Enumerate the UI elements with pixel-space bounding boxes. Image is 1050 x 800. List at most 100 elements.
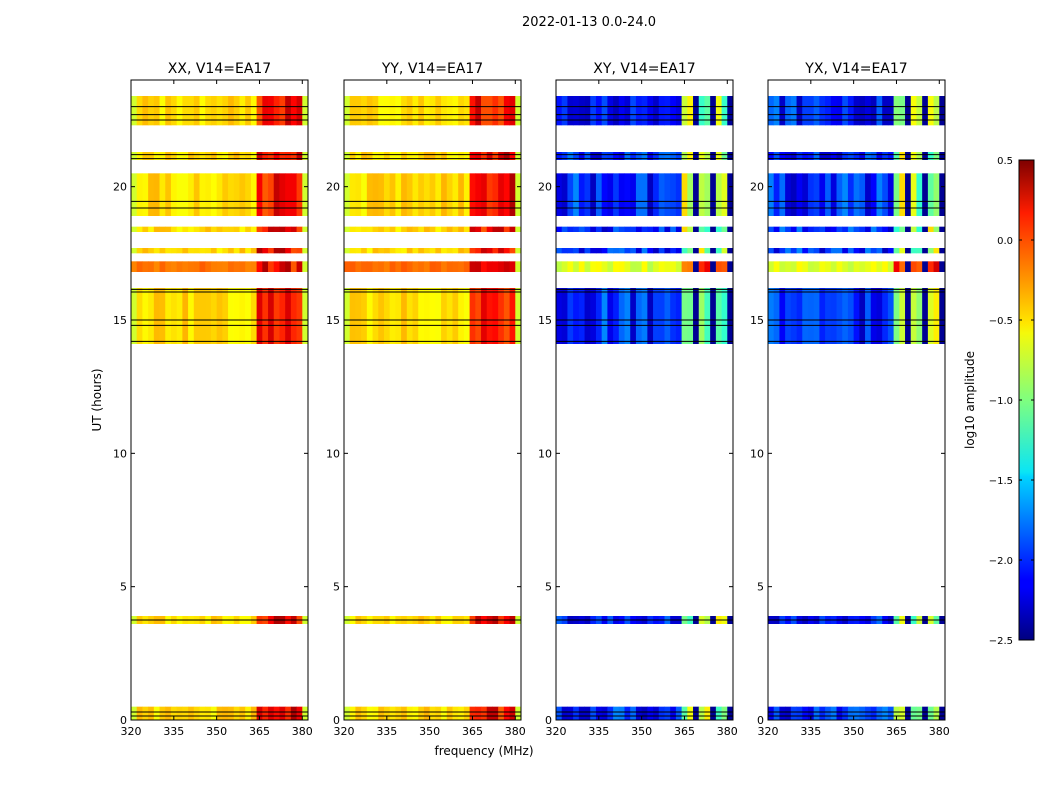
heatmap-cell xyxy=(830,706,837,720)
heatmap-cell xyxy=(779,288,786,344)
heatmap-cell xyxy=(899,96,906,126)
heatmap-cell xyxy=(578,248,585,254)
heatmap-cell xyxy=(630,248,637,254)
heatmap-cell xyxy=(199,248,206,254)
heatmap-cell xyxy=(441,288,448,344)
heatmap-cell xyxy=(401,248,408,254)
heatmap-cell xyxy=(876,226,883,232)
heatmap-cell xyxy=(773,96,780,126)
heatmap-cell xyxy=(290,261,297,272)
heatmap-cell xyxy=(899,248,906,254)
heatmap-cell xyxy=(927,706,934,720)
heatmap-cell xyxy=(383,226,391,232)
heatmap-cell xyxy=(870,173,877,216)
heatmap-cell xyxy=(556,173,563,216)
heatmap-cell xyxy=(423,152,431,160)
heatmap-cell xyxy=(939,152,946,160)
heatmap-cell xyxy=(825,248,832,254)
heatmap-cell xyxy=(658,706,665,720)
heatmap-cell xyxy=(887,226,895,232)
heatmap-cell xyxy=(216,152,223,160)
heatmap-cell xyxy=(205,706,212,720)
heatmap-cell xyxy=(675,706,683,720)
heatmap-cell xyxy=(796,226,803,232)
heatmap-cell xyxy=(344,288,351,344)
heatmap-cell xyxy=(601,248,608,254)
heatmap-cell xyxy=(395,152,402,160)
heatmap-cell xyxy=(584,173,591,216)
heatmap-cell xyxy=(463,706,471,720)
heatmap-cell xyxy=(429,706,436,720)
heatmap-cell xyxy=(601,706,608,720)
heatmap-cell xyxy=(698,152,705,160)
panel-xy: XY, V14=EA17 320 335 350 365 380 0 5 10 15 20 xyxy=(538,61,738,738)
heatmap-cell xyxy=(515,706,522,720)
heatmap-cell xyxy=(590,261,597,272)
heatmap-cell xyxy=(567,288,574,344)
heatmap-cell xyxy=(239,226,246,232)
heatmap-cell xyxy=(721,96,728,126)
heatmap-cell xyxy=(882,173,889,216)
heatmap-cell xyxy=(567,261,574,272)
heatmap-cell xyxy=(515,288,522,344)
heatmap-cell xyxy=(486,261,493,272)
time-band xyxy=(344,173,522,216)
heatmap-cell xyxy=(704,152,711,160)
heatmap-cell xyxy=(131,152,138,160)
heatmap-cell xyxy=(573,288,580,344)
heatmap-cell xyxy=(819,173,826,216)
heatmap-cell xyxy=(893,152,900,160)
heatmap-cell xyxy=(870,248,877,254)
heatmap-cell xyxy=(188,96,195,126)
heatmap-cell xyxy=(916,96,923,126)
heatmap-cell xyxy=(618,248,625,254)
heatmap-cell xyxy=(250,152,258,160)
heatmap-cell xyxy=(406,152,413,160)
heatmap-cell xyxy=(142,173,149,216)
heatmap-cell xyxy=(486,248,493,254)
heatmap-cell xyxy=(131,288,138,344)
heatmap-cell xyxy=(876,261,883,272)
heatmap-cell xyxy=(681,261,688,272)
y-tick-label: 5 xyxy=(333,581,340,594)
heatmap-cell xyxy=(710,706,717,720)
heatmap-cell xyxy=(785,152,792,160)
heatmap-cell xyxy=(641,288,648,344)
heatmap-cell xyxy=(153,226,160,232)
heatmap-cell xyxy=(401,96,408,126)
heatmap-cell xyxy=(658,96,665,126)
heatmap-cell xyxy=(188,288,195,344)
y-tick-label: 10 xyxy=(326,447,340,460)
heatmap-cell xyxy=(853,261,860,272)
heatmap-cell xyxy=(159,706,166,720)
heatmap-cell xyxy=(372,288,379,344)
heatmap-cell xyxy=(344,261,351,272)
heatmap-cell xyxy=(910,248,917,254)
heatmap-cell xyxy=(205,248,212,254)
heatmap-cell xyxy=(630,173,637,216)
heatmap-cell xyxy=(635,261,643,272)
heatmap-cell xyxy=(412,152,419,160)
heatmap-cell xyxy=(556,261,563,272)
heatmap-cell xyxy=(435,248,442,254)
heatmap-cell xyxy=(842,173,849,216)
heatmap-cell xyxy=(159,152,166,160)
heatmap-cell xyxy=(721,288,728,344)
x-tick-label: 320 xyxy=(758,725,779,738)
heatmap-cell xyxy=(412,248,419,254)
heatmap-cell xyxy=(641,226,648,232)
heatmap-cell xyxy=(423,226,431,232)
heatmap-cell xyxy=(349,173,356,216)
heatmap-cell xyxy=(664,173,671,216)
x-tick-label: 320 xyxy=(121,725,142,738)
heatmap-cell xyxy=(378,96,385,126)
heatmap-cell xyxy=(613,248,620,254)
heatmap-cell xyxy=(779,96,786,126)
heatmap-cell xyxy=(865,173,872,216)
time-band xyxy=(768,152,946,160)
heatmap-cell xyxy=(658,261,665,272)
heatmap-cell xyxy=(481,152,488,160)
heatmap-cell xyxy=(721,706,728,720)
heatmap-cell xyxy=(641,96,648,126)
heatmap-cell xyxy=(395,173,402,216)
